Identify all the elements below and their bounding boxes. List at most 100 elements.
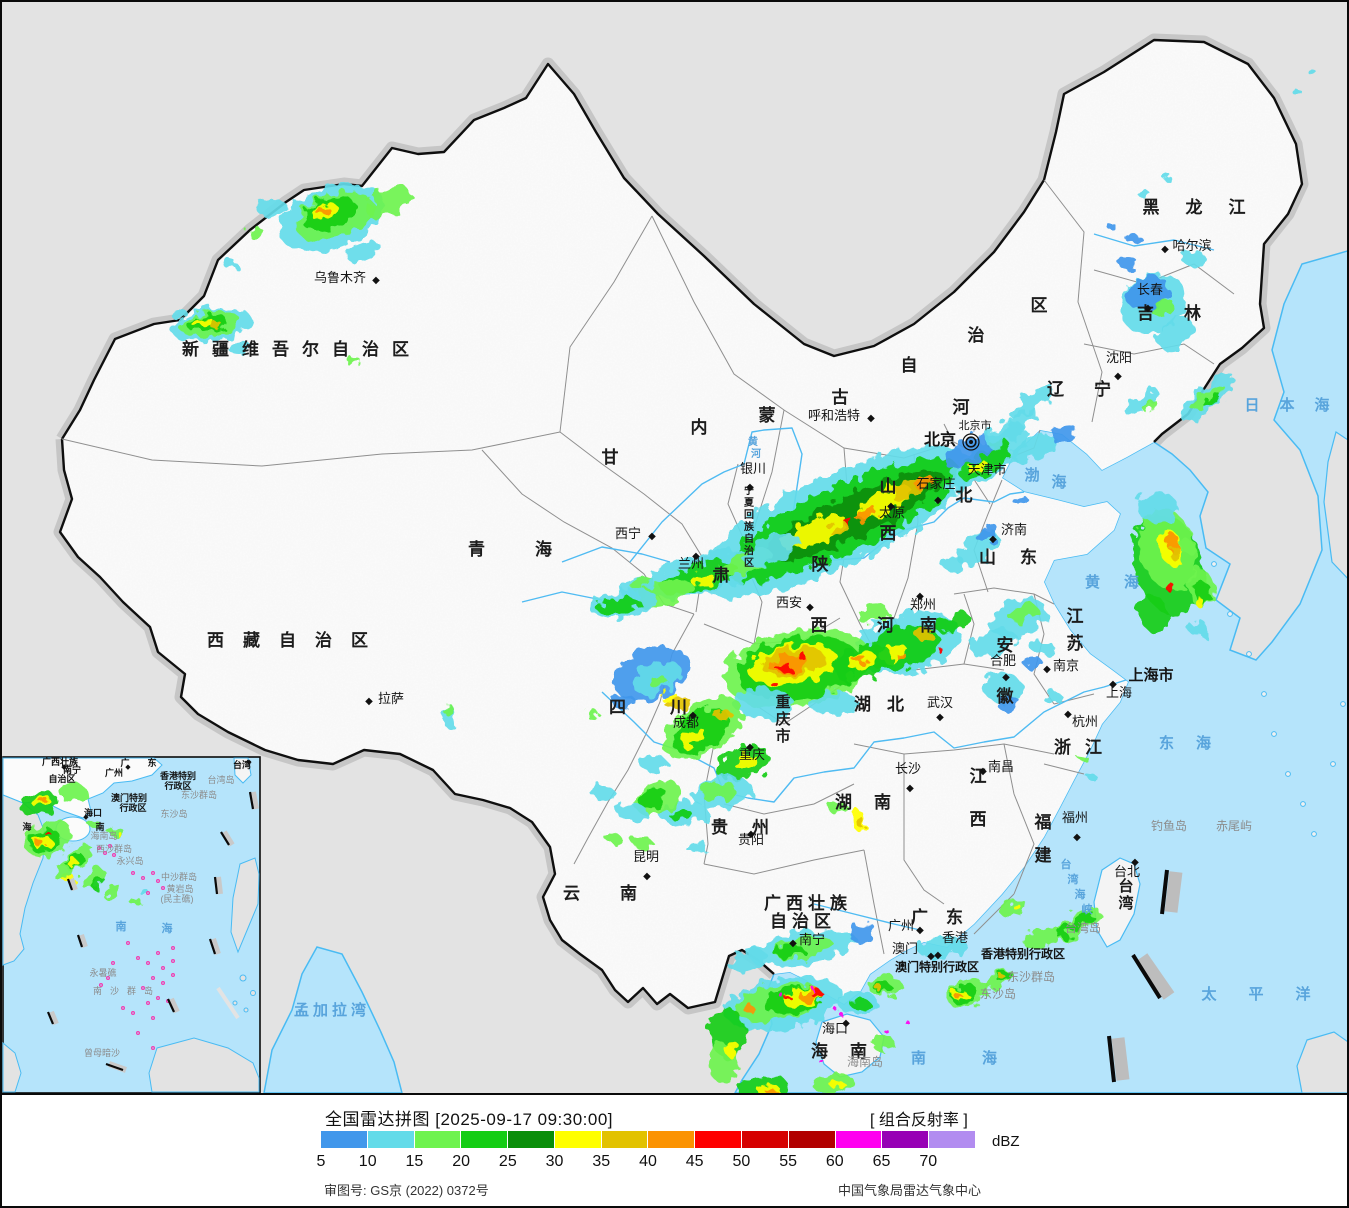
legend-color-step — [648, 1131, 696, 1148]
province-label: 自治区 — [770, 911, 836, 931]
radar-echo — [53, 866, 73, 880]
capital-marker — [965, 436, 977, 448]
city-label: 重庆 — [739, 747, 765, 762]
city-label: 贵阳 — [738, 832, 764, 847]
city-marker: ◆ — [806, 602, 814, 613]
province-label: 肃 — [713, 566, 730, 585]
dbz-unit-label: dBZ — [992, 1133, 1020, 1150]
sea-label: 孟加拉湾 — [294, 1001, 370, 1019]
inset-boundary-dash — [46, 1011, 55, 1025]
city-marker: ◆ — [934, 950, 942, 961]
radar-echo — [1157, 316, 1193, 350]
legend-tick: 45 — [685, 1153, 704, 1170]
island-label: 钓鱼岛 — [1151, 818, 1187, 833]
province-label: 徽 — [996, 686, 1015, 706]
radar-echo — [700, 781, 736, 801]
radar-echo — [1188, 620, 1208, 636]
radar-echo — [1031, 641, 1055, 655]
inset-label: 永兴岛 — [116, 855, 143, 866]
inset-label: 台湾岛 — [207, 774, 234, 785]
radar-echo — [919, 937, 967, 959]
city-marker: ◆ — [648, 531, 656, 542]
radar-echo — [935, 611, 971, 635]
city-label: 天津市 — [967, 462, 1006, 477]
inset-island-dot — [146, 890, 151, 895]
small-island — [1211, 561, 1217, 567]
inset-island-dot — [171, 958, 176, 963]
inset-label: 南 — [116, 919, 127, 933]
inset-label: 东 — [147, 757, 156, 768]
radar-echo — [808, 691, 858, 715]
small-island — [1285, 771, 1291, 777]
inset-dash-shadow — [68, 877, 78, 892]
radar-echo — [852, 655, 866, 663]
radar-echo — [1137, 593, 1169, 633]
inset-dash-shadow — [250, 791, 259, 810]
radar-echo — [346, 358, 362, 366]
radar-echo — [756, 1084, 780, 1093]
legend-color-step — [414, 1131, 462, 1148]
radar-echo — [316, 206, 330, 216]
inset-boundary-dash — [220, 831, 230, 846]
japan-coast — [1323, 431, 1347, 579]
island-label: 赤尾屿 — [1216, 819, 1252, 833]
inset-island-dot — [156, 878, 161, 883]
legend-color-step — [321, 1131, 368, 1148]
province-label: 重庆市 — [775, 693, 790, 745]
radar-echo — [983, 674, 1023, 702]
province-border — [1083, 343, 1215, 365]
city-marker: ◆ — [979, 766, 987, 777]
city-marker: ◆ — [1109, 679, 1117, 690]
inset-taiwan — [233, 757, 252, 784]
radar-echo — [138, 888, 148, 894]
inset-radar-echoes — [18, 784, 148, 905]
small-island — [1311, 831, 1317, 837]
legend-tick: 40 — [639, 1153, 657, 1170]
province-label: 新疆维吾尔自治区 — [182, 339, 422, 359]
province-label: 安 — [997, 635, 1014, 655]
radar-echo — [857, 604, 889, 624]
radar-echo — [733, 754, 757, 768]
radar-echo — [612, 694, 636, 710]
radar-echo — [366, 185, 410, 219]
city-label: 福州 — [1062, 810, 1088, 825]
sar-label: 澳门特别行政区 — [895, 959, 979, 974]
radar-echo — [129, 897, 141, 905]
inset-island-dot — [120, 1005, 125, 1010]
radar-echo — [1012, 495, 1028, 505]
inset-label: 海 — [22, 821, 31, 832]
radar-echo — [969, 459, 987, 475]
inset-label: 广州 — [105, 767, 123, 778]
inset-label: 海南岛 — [90, 830, 117, 841]
inset-label: 广西壮族 — [42, 756, 79, 767]
legend-tick: 20 — [452, 1153, 471, 1170]
city-label: 南京 — [1053, 658, 1079, 673]
inset-label: 澳门特别 — [111, 792, 147, 803]
legend-tick: 10 — [358, 1153, 377, 1170]
city-marker: ◆ — [934, 495, 942, 506]
inset-label: 自治区 — [48, 773, 75, 784]
legend-color-step — [367, 1131, 415, 1148]
inset-label: 永暑礁 — [89, 967, 116, 978]
inset-label: 中沙群岛 — [161, 871, 197, 882]
radar-echo — [639, 755, 667, 771]
city-marker: ◆ — [747, 829, 755, 840]
radar-echo — [813, 989, 817, 993]
city-marker: ◆ — [1144, 303, 1152, 314]
radar-echo — [875, 985, 883, 991]
island-label: 东沙岛 — [980, 986, 1016, 1001]
radar-echo — [1023, 657, 1043, 669]
inset-label: 西沙群岛 — [96, 843, 132, 854]
radar-echo — [1309, 70, 1317, 76]
province-label: 海南 — [811, 1041, 889, 1061]
city-marker: ◆ — [1114, 371, 1122, 382]
province-label: 湖南 — [835, 792, 913, 812]
small-island — [1271, 731, 1277, 737]
province-label: 江西 — [970, 767, 987, 829]
nine-dash-line — [1107, 869, 1183, 1083]
city-marker: ◆ — [989, 534, 997, 545]
radar-echo — [80, 868, 106, 888]
radar-echo — [830, 1081, 846, 1089]
